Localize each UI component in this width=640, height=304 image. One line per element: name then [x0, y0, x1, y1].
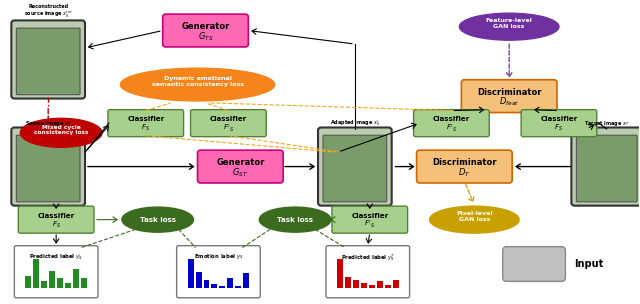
Text: Generator: Generator	[216, 158, 264, 167]
Text: Task loss: Task loss	[277, 217, 313, 223]
Text: Adapted image $x_S'$: Adapted image $x_S'$	[330, 118, 380, 127]
Text: $F'_S$: $F'_S$	[446, 123, 457, 133]
Text: Discriminator: Discriminator	[477, 88, 541, 97]
FancyBboxPatch shape	[417, 150, 512, 183]
FancyBboxPatch shape	[502, 247, 565, 282]
Text: $D_{feat}$: $D_{feat}$	[499, 96, 519, 108]
Ellipse shape	[122, 207, 193, 232]
FancyBboxPatch shape	[163, 14, 248, 47]
Text: $F_S$: $F_S$	[554, 123, 563, 133]
Bar	[345, 277, 351, 288]
Bar	[65, 283, 71, 288]
Ellipse shape	[20, 118, 102, 147]
Text: $F_S$: $F_S$	[52, 219, 61, 230]
Bar	[236, 286, 241, 288]
Bar	[353, 280, 359, 288]
FancyBboxPatch shape	[17, 135, 80, 202]
Text: Dynamic emotional
semantic consistency loss: Dynamic emotional semantic consistency l…	[152, 76, 244, 87]
Bar	[385, 285, 390, 288]
Text: Classifier: Classifier	[127, 116, 164, 122]
FancyBboxPatch shape	[12, 127, 85, 206]
Bar	[49, 271, 55, 288]
Text: Predicted label $y_S'$: Predicted label $y_S'$	[29, 252, 83, 262]
Bar	[41, 281, 47, 288]
FancyBboxPatch shape	[572, 127, 640, 206]
Text: $G_{ST}$: $G_{ST}$	[232, 166, 248, 179]
Text: Classifier: Classifier	[210, 116, 247, 122]
Text: Classifier: Classifier	[38, 213, 75, 219]
Bar	[81, 278, 87, 288]
Bar	[393, 280, 399, 288]
FancyBboxPatch shape	[461, 80, 557, 112]
FancyBboxPatch shape	[318, 127, 392, 206]
FancyBboxPatch shape	[413, 110, 489, 137]
Bar	[227, 278, 234, 288]
Text: Reconstructed
source image $x_S^{rec}$: Reconstructed source image $x_S^{rec}$	[24, 4, 73, 20]
FancyBboxPatch shape	[198, 150, 283, 183]
Bar	[361, 283, 367, 288]
Bar	[196, 271, 202, 288]
FancyBboxPatch shape	[191, 110, 266, 137]
FancyBboxPatch shape	[323, 135, 387, 202]
Text: Mixed cycle
consistency loss: Mixed cycle consistency loss	[34, 125, 88, 135]
Bar	[26, 276, 31, 288]
Text: Classifier: Classifier	[433, 116, 470, 122]
Text: Discriminator: Discriminator	[432, 158, 497, 167]
FancyBboxPatch shape	[17, 28, 80, 95]
FancyBboxPatch shape	[12, 20, 85, 98]
Ellipse shape	[120, 68, 275, 101]
Text: Feature-level
GAN loss: Feature-level GAN loss	[486, 18, 532, 29]
Text: $F'_S$: $F'_S$	[223, 123, 234, 133]
Text: Source image $x_S$: Source image $x_S$	[25, 119, 71, 127]
Bar	[204, 280, 209, 288]
Bar	[243, 273, 250, 288]
FancyBboxPatch shape	[108, 110, 184, 137]
FancyBboxPatch shape	[332, 206, 408, 233]
Text: $D_T$: $D_T$	[458, 166, 470, 179]
Text: Input: Input	[574, 259, 603, 269]
Ellipse shape	[429, 206, 519, 233]
Text: Generator: Generator	[181, 22, 230, 31]
Text: $G_{TS}$: $G_{TS}$	[198, 30, 213, 43]
Text: Classifier: Classifier	[540, 116, 577, 122]
Bar	[337, 259, 343, 288]
Text: Predicted label $y_S^T$: Predicted label $y_S^T$	[340, 252, 395, 263]
FancyBboxPatch shape	[521, 110, 596, 137]
Ellipse shape	[259, 207, 331, 232]
Text: $F_S$: $F_S$	[141, 123, 150, 133]
Bar	[220, 286, 225, 288]
Text: Emotion label $y_S$: Emotion label $y_S$	[193, 252, 243, 261]
Text: Target image $x_T$: Target image $x_T$	[584, 119, 630, 127]
Bar	[369, 285, 375, 288]
FancyBboxPatch shape	[177, 246, 260, 298]
Bar	[188, 259, 193, 288]
Text: $F'_S$: $F'_S$	[364, 219, 375, 230]
Bar	[33, 259, 39, 288]
Text: Task loss: Task loss	[140, 217, 176, 223]
Bar	[73, 269, 79, 288]
Text: Pixel-level
GAN loss: Pixel-level GAN loss	[456, 211, 493, 222]
FancyBboxPatch shape	[577, 135, 637, 202]
FancyBboxPatch shape	[19, 206, 94, 233]
FancyBboxPatch shape	[326, 246, 410, 298]
FancyBboxPatch shape	[14, 246, 98, 298]
Ellipse shape	[460, 13, 559, 40]
Bar	[377, 282, 383, 288]
Text: Classifier: Classifier	[351, 213, 388, 219]
Bar	[211, 284, 218, 288]
Bar	[57, 278, 63, 288]
